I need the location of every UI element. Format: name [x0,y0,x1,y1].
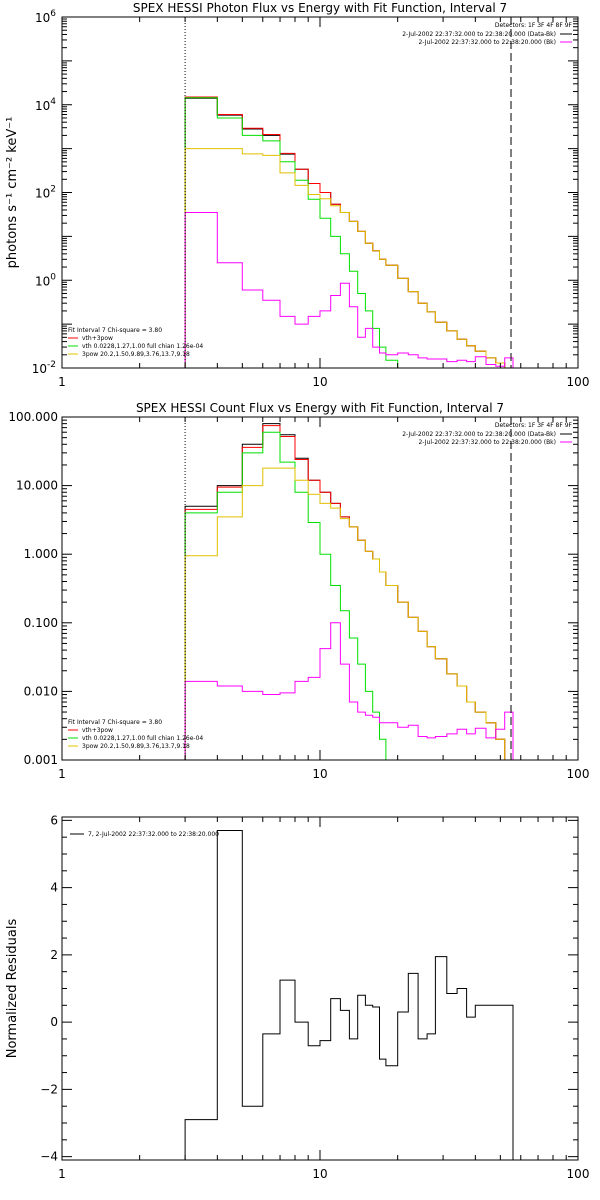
series-background [184,212,514,368]
legend-left-label: 3pow 20.2,1.50,9.89,3.76,13.7,9.18 [82,743,190,750]
y-tick-label: 4 [50,881,58,895]
chart-panel-3: 1 10 100 −4 −2 0 2 4 6 Normalized Residuals 7, 2-J… [5,813,589,1181]
chart-panel-1: SPEX HESSI Photon Flux vs Energy with Fi… [5,1,589,389]
y-axis-label: Normalized Residuals [5,919,20,1059]
series-group [184,96,514,368]
series-total [184,425,514,760]
x-tick-label: 100 [567,767,590,781]
legend-right-label: 2-Jul-2002 22:37:32.000 to 22:38:20.000 … [418,439,556,446]
y-tick-label: 1.000 [24,547,58,561]
series-thermal [184,97,514,368]
chart-title: SPEX HESSI Count Flux vs Energy with Fit… [136,401,504,415]
chart-panel-2: SPEX HESSI Count Flux vs Energy with Fit… [8,401,589,781]
y-tick-label: 0.001 [24,753,58,767]
legend-left-label: vth+3pow [82,335,113,342]
y-tick-label: 102 [35,185,56,201]
legend-fit-title: Fit Interval 7 Chi-square = 3.80 [68,327,162,334]
legend-left-label: 7, 2-Jul-2002 22:37:32.000 to 22:38:20.0… [88,831,219,838]
x-tick-label: 10 [312,1167,327,1181]
y-tick-label: 100 [35,272,56,288]
legend-left-label: vth 0.0228,1.27,1.00 full chian 1.26e-04 [82,735,203,742]
legend-left-label: vth+3pow [82,727,113,734]
legend-left-label: 3pow 20.2,1.50,9.89,3.76,13.7,9.18 [82,351,190,358]
series-data [184,97,514,368]
y-tick-label: 6 [50,813,58,827]
plot-frame [61,816,579,1161]
x-tick-label: 10 [312,375,327,389]
series-residuals [184,830,514,1160]
series-total [184,96,514,368]
x-tick-label: 10 [312,767,327,781]
y-tick-label: 106 [35,9,56,25]
series-group [184,830,514,1160]
y-tick-label: 0.010 [24,684,58,698]
legend-fit-title: Fit Interval 7 Chi-square = 3.80 [68,719,162,726]
plot-frame [61,416,579,761]
x-tick-label: 100 [567,375,590,389]
legend-right-label: 2-Jul-2002 22:37:32.000 to 22:38:20.000 … [402,31,556,38]
y-tick-label: 100.000 [8,410,58,424]
series-thermal [184,431,387,760]
y-tick-label: 104 [35,97,56,113]
series-powerlaw [184,148,514,368]
x-tick-label: 1 [58,767,66,781]
series-group [184,423,514,760]
x-tick-label: 1 [58,375,66,389]
y-tick-label: 0 [50,1015,58,1029]
series-powerlaw [184,467,514,760]
legend-detectors: Detectors: 1F 3F 4F 8F 9F [495,422,573,429]
legend-detectors: Detectors: 1F 3F 4F 8F 9F [495,22,573,29]
y-tick-label: 10-2 [32,360,56,376]
series-background [184,622,514,760]
legend-left-label: vth 0.0228,1.27,1.00 full chian 1.26e-04 [82,343,203,350]
y-tick-label: −2 [40,1082,58,1096]
y-tick-label: 10.000 [16,479,58,493]
chart-title: SPEX HESSI Photon Flux vs Energy with Fi… [133,1,507,15]
x-tick-label: 1 [58,1167,66,1181]
legend-right-label: 2-Jul-2002 22:37:32.000 to 22:38:20.000 … [418,39,556,46]
y-tick-label: −4 [40,1150,58,1164]
legend-right-label: 2-Jul-2002 22:37:32.000 to 22:38:20.000 … [402,431,556,438]
y-axis-label: photons s⁻¹ cm⁻² keV⁻¹ [5,117,20,269]
x-tick-label: 100 [567,1167,590,1181]
series-data [184,423,514,760]
y-tick-label: 2 [50,948,58,962]
y-tick-label: 0.100 [24,616,58,630]
